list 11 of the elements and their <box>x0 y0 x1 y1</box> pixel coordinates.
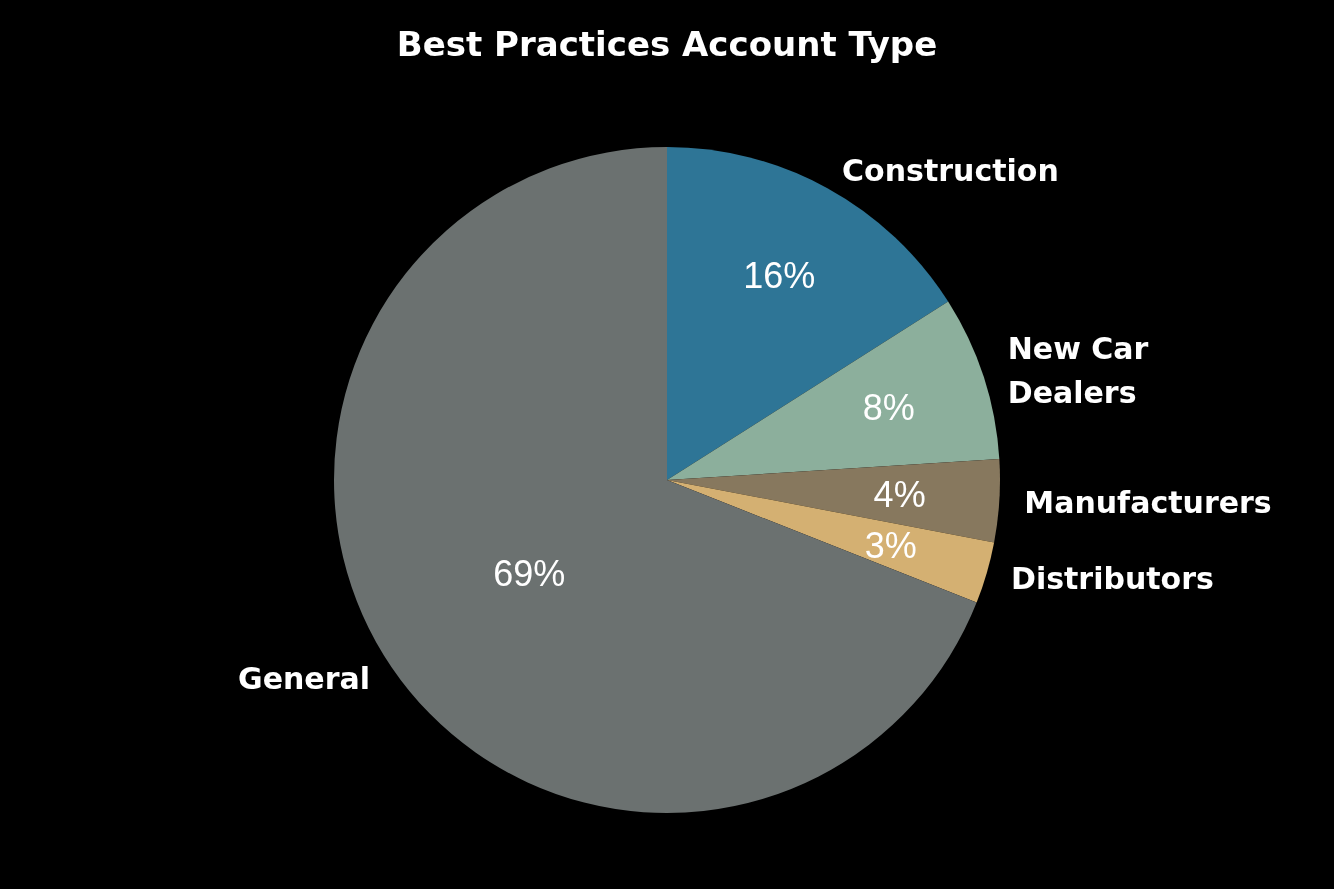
slice-label: General <box>238 660 371 696</box>
chart-title: Best Practices Account Type <box>396 24 938 64</box>
slice-label: Distributors <box>1010 560 1214 596</box>
slice-label: Construction <box>842 153 1059 189</box>
slice-label: Manufacturers <box>1024 484 1272 520</box>
data-label: 8% <box>862 387 915 429</box>
data-label: 16% <box>743 255 816 297</box>
data-label: 69% <box>493 553 566 595</box>
data-label: 3% <box>864 524 917 566</box>
slice-label: New Car Dealers <box>1007 331 1149 411</box>
data-label: 4% <box>873 474 926 516</box>
